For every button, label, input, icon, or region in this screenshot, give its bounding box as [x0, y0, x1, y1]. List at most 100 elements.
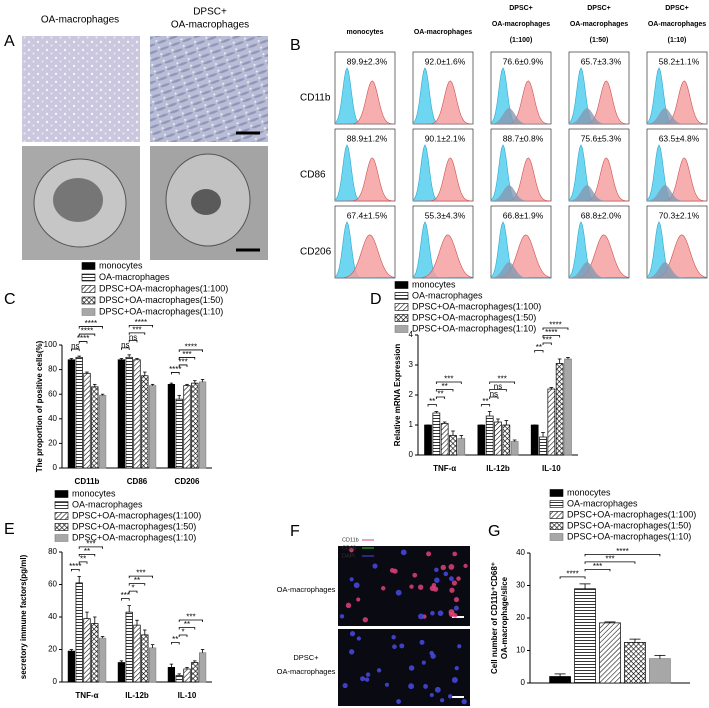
- significance-bracket: [584, 568, 611, 572]
- y-tick-label: 30: [516, 581, 525, 590]
- cell-dot: [396, 699, 402, 705]
- significance-bracket: [78, 326, 103, 329]
- cell-dot: [434, 567, 439, 573]
- histogram-stained: [412, 157, 474, 202]
- panel-label: D: [370, 291, 382, 308]
- legend-swatch: [394, 325, 409, 333]
- legend-swatch: [394, 281, 409, 289]
- x-tick-label: IL-10: [178, 691, 197, 700]
- legend-swatch: [81, 308, 96, 316]
- cell-dot: [362, 617, 369, 623]
- percentage: 55.3±4.3%: [425, 210, 466, 220]
- significance-bracket: [584, 561, 636, 564]
- legend-swatch: [394, 292, 409, 300]
- legend-swatch: [81, 296, 96, 305]
- column-header: OA-macrophages: [570, 21, 628, 28]
- cell-dot: [399, 643, 405, 649]
- column-header: DPSC+: [193, 7, 227, 18]
- legend-label: DPSC+OA-macrophages(1:50): [72, 521, 196, 531]
- significance-bracket: [178, 634, 188, 637]
- significance-label: **: [482, 397, 488, 406]
- cell-dot: [457, 644, 462, 649]
- cell-dot: [432, 586, 439, 592]
- cell-dot: [440, 564, 446, 571]
- cell-dot: [456, 576, 461, 581]
- histogram-stained: [334, 234, 396, 279]
- bar: [198, 381, 207, 469]
- channel-label: CD11b: [342, 537, 359, 543]
- significance-bracket: [435, 389, 454, 392]
- cell-dot: [426, 551, 432, 557]
- column-header: (1:100): [510, 37, 533, 44]
- significance-bracket: [178, 357, 196, 360]
- bar: [198, 652, 207, 683]
- significance-bracket: [128, 324, 153, 328]
- cell-dot: [452, 551, 458, 557]
- significance-bracket: [71, 348, 80, 352]
- column-header: OA-macrophages: [414, 29, 472, 36]
- micrograph: [22, 36, 140, 142]
- panel-a-images: [22, 36, 268, 260]
- legend-label: DPSC+OA-macrophages(1:100): [412, 301, 541, 311]
- significance-bracket: [171, 372, 180, 375]
- significance-label: ****: [545, 328, 557, 337]
- column-header: OA-macrophages: [171, 20, 249, 31]
- percentage: 68.8±2.0%: [581, 210, 622, 220]
- bar: [167, 667, 176, 683]
- row-label: OA-macrophages: [277, 585, 336, 594]
- histogram-overlap: [491, 185, 551, 201]
- bar: [148, 647, 157, 683]
- bar: [183, 668, 191, 683]
- x-tick-label: CD206: [175, 477, 200, 486]
- cell-dot: [395, 589, 402, 596]
- legend-label: DPSC+OA-macrophages(1:50): [412, 312, 536, 322]
- significance-bracket: [584, 553, 661, 557]
- bar: [477, 424, 486, 456]
- significance-bracket: [121, 598, 130, 601]
- row-label: OA-macrophages: [277, 667, 336, 676]
- x-tick-label: TNF-α: [75, 691, 98, 700]
- row-label: DPSC+: [293, 653, 319, 662]
- legend-label: OA-macrophages: [72, 499, 143, 509]
- percentage: 66.8±1.9%: [503, 210, 544, 220]
- bar: [191, 382, 199, 469]
- significance-bracket: [559, 576, 586, 579]
- cell-dot: [437, 610, 444, 617]
- significance-label: **: [80, 554, 86, 563]
- legend-label: DPSC+OA-macrophages(1:10): [72, 532, 196, 542]
- bar: [183, 385, 191, 469]
- column-header: DPSC+: [665, 5, 689, 12]
- percentage: 92.0±1.6%: [425, 56, 466, 66]
- cell-dot: [453, 596, 460, 603]
- bar: [67, 359, 76, 469]
- bar: [502, 424, 511, 456]
- y-tick-label: 100: [44, 340, 58, 349]
- cell-dot: [349, 649, 355, 655]
- significance-bracket: [128, 339, 138, 343]
- legend-swatch: [81, 273, 96, 282]
- bar: [624, 642, 646, 684]
- y-tick-label: 4: [409, 330, 414, 339]
- legend-label: DPSC+OA-macrophages(1:100): [99, 283, 228, 293]
- histogram-stained: [412, 80, 474, 125]
- legend-swatch: [549, 500, 564, 508]
- significance-bracket: [435, 381, 462, 384]
- bar: [133, 624, 141, 683]
- legend-label: OA-macrophages: [412, 290, 483, 300]
- significance-label: ****: [85, 319, 97, 328]
- x-tick-label: CD86: [127, 477, 148, 486]
- significance-bracket: [489, 381, 516, 384]
- panel-f-images: [338, 546, 470, 706]
- significance-bracket: [78, 341, 88, 344]
- column-header: (1:50): [590, 37, 609, 44]
- y-tick-label: 0: [53, 677, 58, 686]
- y-tick-label: 60: [48, 580, 57, 589]
- percentage: 76.6±0.9%: [503, 56, 544, 66]
- cell-dot: [421, 660, 426, 665]
- bar: [175, 398, 183, 469]
- cell-dot: [408, 665, 415, 671]
- significance-bracket: [78, 553, 96, 557]
- legend-swatch: [81, 285, 96, 293]
- cell-dot: [463, 563, 468, 568]
- y-tick-label: 40: [516, 548, 525, 557]
